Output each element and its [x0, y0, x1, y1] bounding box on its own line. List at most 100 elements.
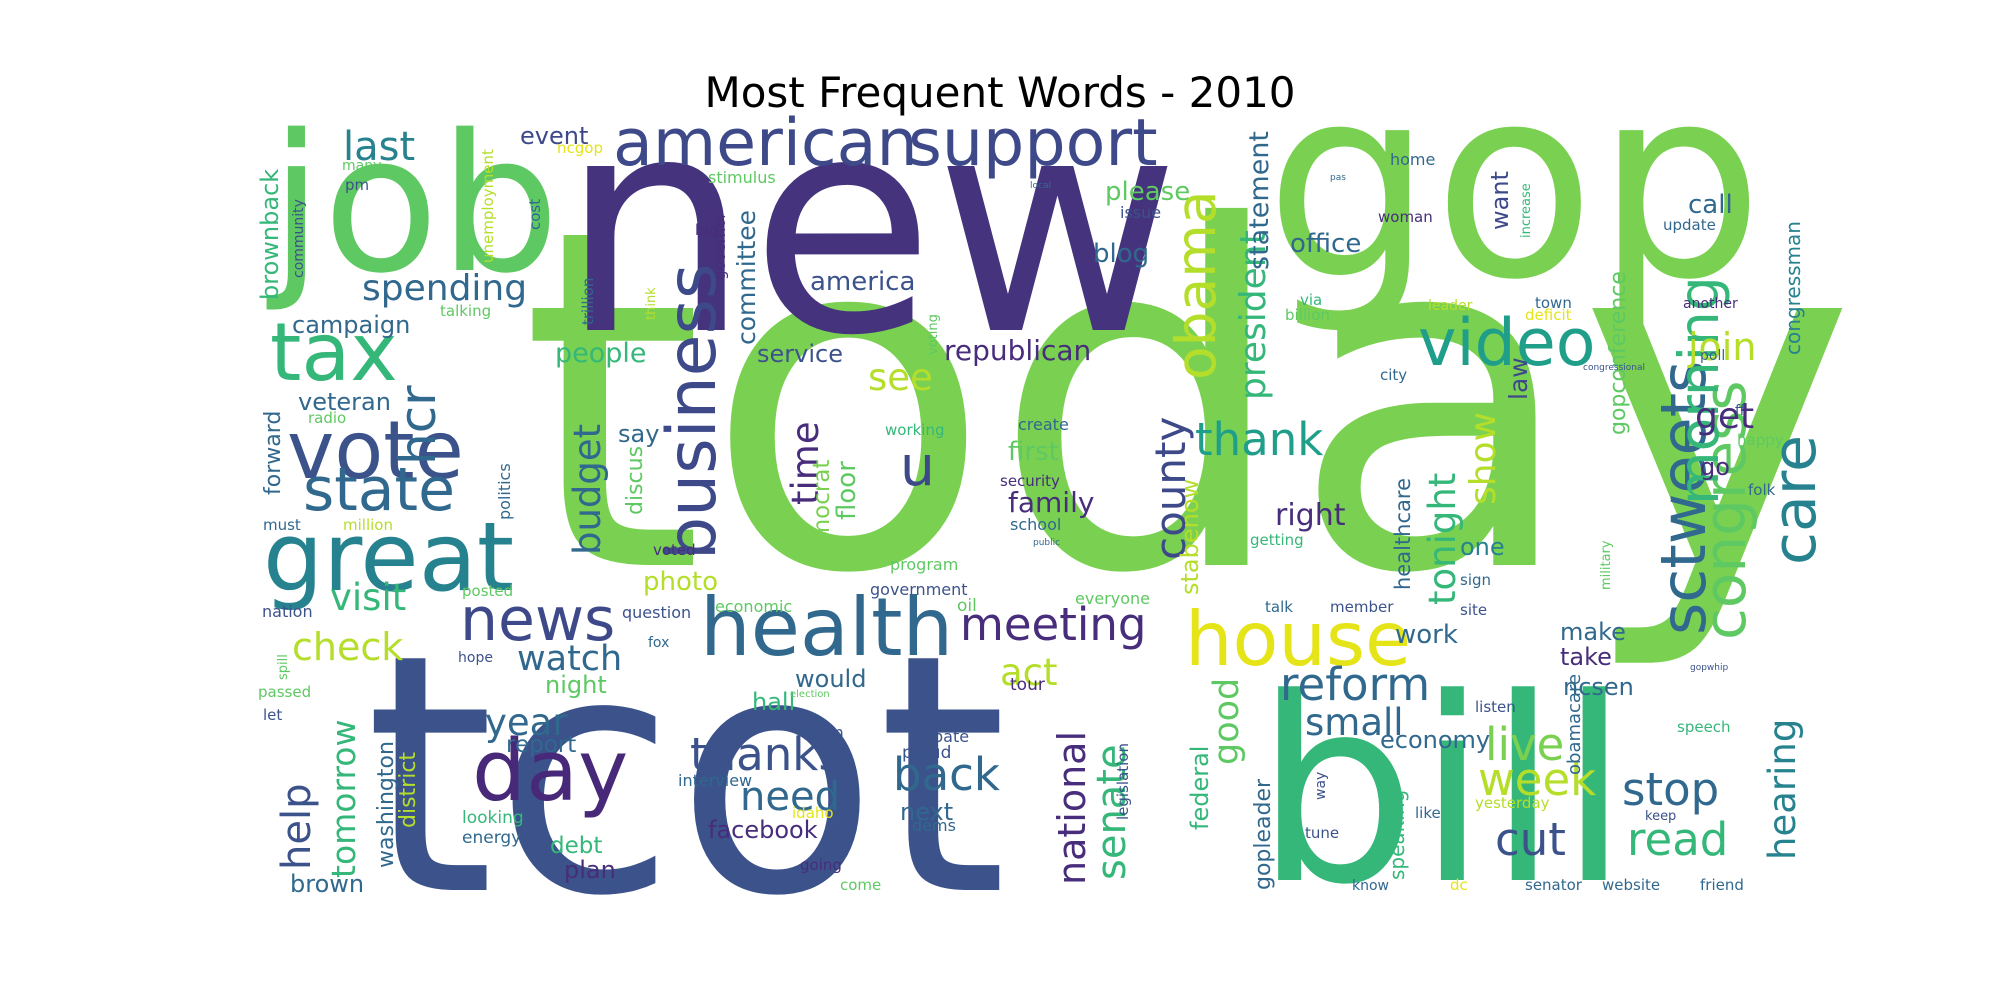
word-budget: budget	[566, 424, 609, 555]
word-morning: morning	[1667, 276, 1731, 505]
word-idaho: idaho	[792, 804, 834, 822]
word-plan: plan	[564, 856, 616, 884]
word-hcr: hcr	[389, 385, 447, 465]
word-tax: tax	[270, 306, 398, 399]
word-take: take	[1560, 643, 1612, 671]
cloud-title: Most Frequent Words - 2010	[704, 68, 1296, 117]
word-issue: issue	[1120, 203, 1161, 222]
word-state: state	[303, 455, 455, 525]
word-let: let	[263, 706, 282, 724]
word-fox: fox	[648, 635, 669, 651]
word-district: district	[396, 752, 421, 828]
word-call: call	[1688, 190, 1733, 220]
word-economy: economy	[1380, 726, 1490, 754]
word-home: home	[1390, 150, 1435, 169]
word-interview: interview	[678, 771, 752, 790]
word-speaking: speaking	[1385, 790, 1409, 880]
word-first: first	[1008, 437, 1059, 467]
word-senator: senator	[1525, 876, 1583, 894]
word-hearing: hearing	[1761, 719, 1804, 860]
word-health: health	[700, 581, 953, 674]
word-dems: dems	[912, 816, 956, 835]
word-question: question	[622, 603, 691, 622]
word-happy: happy	[1737, 431, 1784, 449]
word-president: president	[1233, 230, 1274, 400]
word-thanks: thanks	[690, 728, 842, 781]
word-leader: leader	[1428, 298, 1473, 314]
word-military: military	[1599, 540, 1614, 590]
word-debate: debate	[913, 727, 969, 746]
word-way: way	[1313, 772, 1329, 800]
word-good: good	[1207, 678, 1247, 765]
word-via: via	[1300, 291, 1322, 309]
word-check: check	[292, 625, 403, 669]
word-hall: hall	[752, 688, 795, 716]
word-ff: ff	[1735, 403, 1745, 419]
word-job: job	[266, 94, 560, 315]
word-read: read	[1627, 813, 1728, 866]
word-debt: debt	[550, 833, 602, 859]
word-washington: washington	[374, 741, 399, 868]
word-want: want	[1486, 171, 1514, 230]
word-trillion: trillion	[579, 278, 597, 325]
word-listen: listen	[1475, 698, 1516, 716]
word-cut: cut	[1495, 813, 1566, 866]
word-many: many	[342, 158, 381, 174]
word-join: join	[1687, 325, 1756, 369]
word-increase: increase	[1519, 183, 1534, 238]
word-talk: talk	[1265, 598, 1293, 616]
word-million: million	[343, 516, 393, 534]
word-event: event	[520, 122, 588, 150]
word-small: small	[1305, 701, 1404, 744]
word-meeting: meeting	[960, 598, 1146, 651]
word-time: time	[784, 421, 827, 505]
word-national: national	[1050, 731, 1094, 885]
word-looking: looking	[462, 808, 524, 828]
word-community: community	[291, 199, 307, 278]
word-create: create	[1018, 415, 1069, 434]
word-speech: speech	[1677, 718, 1731, 736]
word-go: go	[1700, 453, 1730, 481]
word-site: site	[1460, 601, 1487, 619]
word-hope: hope	[458, 650, 493, 666]
word-video: video	[1418, 306, 1596, 381]
word-facebook: facebook	[708, 816, 818, 844]
word-say: say	[618, 420, 659, 448]
word-voted: voted	[653, 541, 696, 559]
word-support: support	[908, 106, 1158, 181]
word-website: website	[1602, 876, 1660, 894]
word-unemployment: unemployment	[479, 149, 497, 263]
word-program: program	[890, 555, 958, 574]
word-like: like	[1415, 804, 1441, 822]
word-politics: politics	[495, 463, 514, 520]
word-committee: committee	[732, 210, 761, 345]
word-security: security	[1000, 472, 1060, 490]
word-going: going	[800, 856, 842, 874]
word-healthcare: healthcare	[1391, 478, 1415, 590]
word-sen: sen	[603, 877, 626, 892]
word-campaign: campaign	[292, 311, 410, 339]
word-tonight: tonight	[1421, 473, 1464, 605]
word-reform: reform	[1280, 658, 1430, 711]
word-update: update	[1663, 216, 1716, 234]
word-next: next	[900, 798, 953, 826]
word-see: see	[868, 356, 933, 399]
word-bill: bill	[1255, 644, 1629, 941]
word-report: report	[506, 732, 576, 758]
word-news: news	[460, 585, 615, 655]
word-new: new	[560, 52, 1180, 401]
word-america: america	[810, 267, 915, 297]
word-gopleader: gopleader	[1251, 778, 1276, 890]
word-billion: billion	[1285, 306, 1330, 324]
word-gopwhip: gopwhip	[1690, 663, 1728, 673]
word-county: county	[1146, 417, 1195, 560]
word-public: public	[1033, 538, 1060, 548]
word-getting: getting	[1250, 531, 1304, 549]
word-republican: republican	[944, 334, 1091, 367]
word-today: today	[520, 129, 1856, 676]
word-statement: statement	[1244, 131, 1275, 270]
word-school: school	[1010, 515, 1061, 534]
word-gop: gop	[1265, 30, 1764, 338]
word-local: local	[1030, 181, 1051, 191]
